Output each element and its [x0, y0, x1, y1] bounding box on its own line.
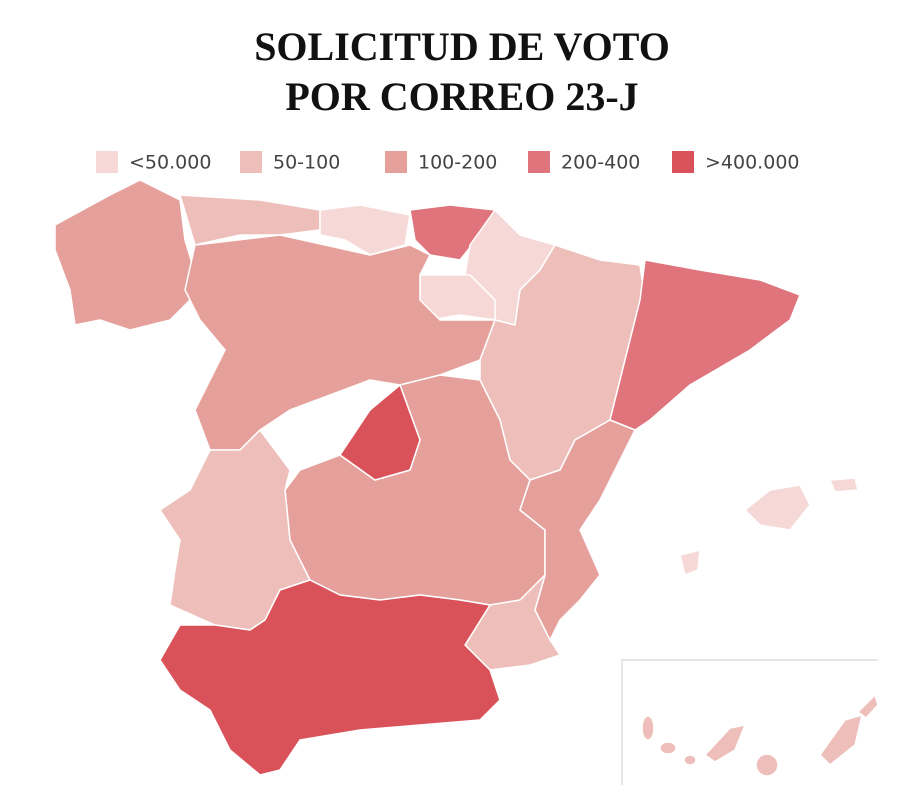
- legend-swatch: [672, 151, 694, 173]
- region: [704, 724, 746, 763]
- title-line: POR CORREO 23-J: [285, 74, 638, 119]
- region: [819, 714, 863, 766]
- title-line: SOLICITUD DE VOTO: [254, 24, 670, 69]
- region: [683, 754, 697, 766]
- legend-label: 200-400: [561, 152, 640, 174]
- region: [159, 579, 501, 776]
- region: [659, 741, 677, 755]
- legend-label: 100-200: [418, 152, 497, 174]
- region: [755, 753, 779, 777]
- region: [679, 549, 701, 576]
- legend-label: <50.000: [129, 152, 211, 174]
- legend-swatch: [96, 151, 118, 173]
- region: [54, 179, 201, 331]
- inset-frame: [621, 659, 878, 785]
- legend-swatch: [385, 151, 407, 173]
- region: [744, 484, 811, 531]
- legend-label: 50-100: [273, 152, 340, 174]
- legend-label: >400.000: [705, 152, 800, 174]
- region: [857, 694, 879, 719]
- region: [609, 259, 801, 431]
- region: [829, 477, 859, 493]
- legend-swatch: [240, 151, 262, 173]
- region: [339, 384, 421, 481]
- region: [184, 234, 496, 451]
- map: [54, 179, 879, 785]
- region: [179, 194, 321, 246]
- region: [641, 715, 655, 741]
- legend: <50.000 50-100 100-200 200-400 >400.000: [96, 151, 800, 174]
- legend-swatch: [528, 151, 550, 173]
